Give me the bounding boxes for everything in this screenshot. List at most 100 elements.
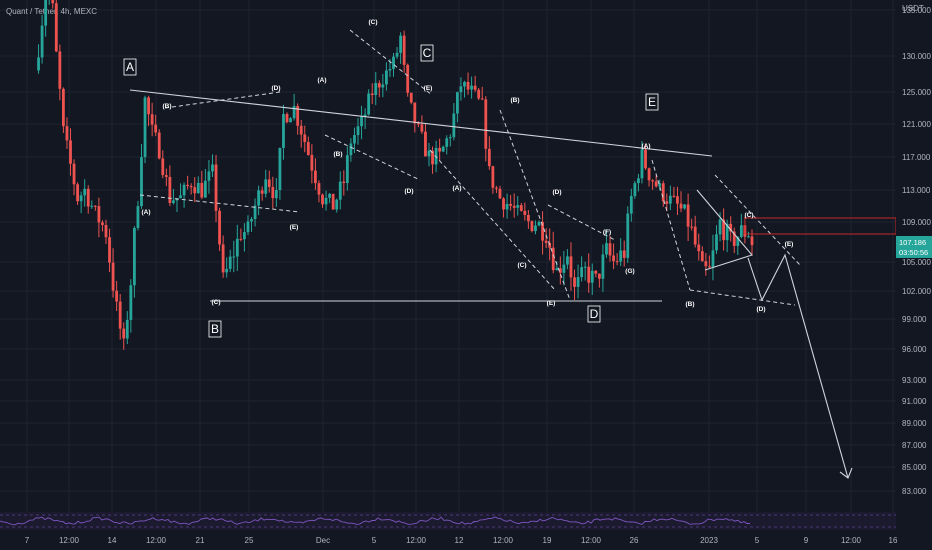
resistance-zone	[744, 217, 897, 235]
wave-label-minor: (A)	[141, 209, 150, 216]
candle-body	[207, 171, 211, 181]
wave-label-major: A	[126, 60, 134, 74]
candle-body	[708, 266, 711, 268]
price-tick-label: 89.000	[902, 419, 927, 428]
candle-body	[441, 146, 445, 152]
price-tick-label: 117.000	[902, 153, 931, 162]
candle-body	[590, 270, 594, 283]
channel-line	[139, 194, 301, 213]
candle-body	[601, 254, 605, 279]
candle-body	[40, 25, 44, 58]
candle-body	[93, 205, 97, 207]
triangle-pattern	[696, 189, 753, 271]
candle-body	[526, 214, 530, 222]
price-tick-label: 109.000	[902, 218, 931, 227]
price-axis-bg	[896, 0, 932, 550]
candle-body	[732, 231, 736, 246]
time-tick-label: 9	[804, 536, 809, 545]
candle-body	[693, 226, 697, 245]
time-axis[interactable]: 7 12:00 14 12:00 21 25 Dec 5 12:00 12 12:00 19 12:00…	[0, 530, 898, 550]
candle-body	[377, 83, 381, 88]
candle-body	[172, 200, 175, 204]
candle-body	[86, 188, 90, 207]
time-tick-label: 12:00	[59, 536, 80, 545]
candle-body	[257, 190, 261, 206]
last-price-tag: 107.186 03:50:56	[896, 236, 932, 258]
price-tick-label: 121.000	[902, 120, 931, 129]
candle-body	[736, 236, 740, 246]
candle-body	[203, 180, 207, 198]
wave-labels: A B C D E (A) (B) (D) (E) (C) (A) (B) (C) (D) (E) (A) (B…	[123, 19, 793, 338]
wave-label-box	[645, 93, 659, 111]
candle-body	[725, 223, 729, 241]
candle-body	[505, 203, 509, 210]
candle-body	[118, 301, 122, 329]
candle-body	[647, 168, 651, 181]
candle-body	[459, 86, 463, 93]
candle-body	[473, 85, 477, 90]
candle-body	[239, 238, 243, 240]
candle-body	[711, 250, 715, 268]
candle-body	[633, 183, 637, 197]
candle-body	[697, 244, 701, 252]
candle-body	[104, 224, 108, 238]
candle-body	[438, 147, 442, 152]
candle-body	[690, 226, 694, 228]
oscillator-bg	[0, 512, 896, 530]
candle-body	[597, 273, 601, 279]
candle-body	[51, 0, 55, 4]
candle-body	[303, 134, 307, 143]
candle-body	[214, 164, 218, 211]
wave-label-major: D	[590, 307, 599, 321]
last-price-value: 107.186	[899, 238, 926, 247]
candle-body	[324, 197, 328, 205]
candle-body	[211, 164, 214, 172]
candle-body	[182, 184, 186, 196]
candle-body	[463, 81, 466, 87]
channel-line	[349, 29, 433, 96]
candle-body	[271, 186, 275, 199]
candle-body	[487, 148, 491, 167]
wave-label-minor: (D)	[271, 85, 280, 92]
candle-body	[374, 83, 378, 96]
candles	[37, 0, 754, 350]
candle-body	[402, 35, 406, 65]
candle-body	[558, 268, 562, 273]
candle-body	[186, 184, 190, 186]
time-tick-label: 12:00	[841, 536, 862, 545]
oscillator-line	[0, 516, 750, 526]
candle-body	[111, 262, 115, 291]
candle-body	[495, 187, 498, 189]
time-tick-label: 5	[372, 536, 377, 545]
grid-lines	[0, 0, 896, 530]
candle-body	[140, 157, 143, 207]
candle-body	[562, 264, 566, 273]
wave-label-box	[587, 305, 601, 323]
wave-label-major: C	[423, 46, 432, 60]
time-tick-label: 14	[108, 536, 117, 545]
candle-body	[392, 56, 395, 69]
candle-body	[385, 70, 388, 85]
candle-body	[264, 179, 268, 194]
candle-body	[37, 57, 40, 71]
candle-body	[243, 232, 246, 240]
wave-label-minor: (B)	[685, 301, 694, 308]
candle-body	[679, 203, 683, 209]
wave-label-minor: (C)	[368, 19, 377, 26]
candle-body	[367, 93, 371, 115]
candle-body	[587, 266, 591, 283]
candle-body	[523, 210, 527, 215]
candle-body	[274, 190, 278, 199]
candle-body	[83, 188, 87, 196]
candle-body	[640, 149, 644, 179]
wave-label-minor: (A)	[452, 185, 461, 192]
price-tick-label: 87.000	[902, 441, 927, 450]
candle-body	[544, 240, 548, 243]
candle-body	[168, 176, 172, 204]
wave-label-minor: (B)	[333, 151, 342, 158]
time-axis-bg	[0, 530, 896, 550]
candle-body	[516, 205, 520, 208]
time-tick-label: 12	[455, 536, 464, 545]
